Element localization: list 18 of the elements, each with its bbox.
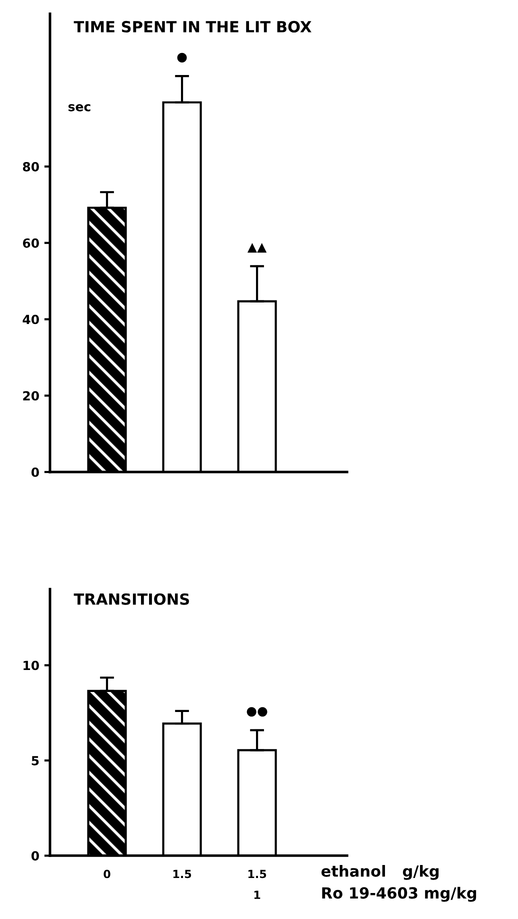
chart-title: TRANSITIONS: [74, 593, 189, 605]
annotation: ●: [177, 52, 187, 62]
y-tick-label: 20: [23, 391, 39, 401]
x-tick-label: 0: [104, 870, 110, 878]
y-tick-label: 60: [22, 238, 39, 248]
annotation: ●●: [246, 707, 268, 717]
x-tick-label: 1.5: [173, 870, 192, 878]
y-tick-label: 80: [22, 162, 39, 172]
y-tick-label: 40: [22, 314, 39, 324]
y-axis-title: sec: [68, 104, 90, 112]
annotation: ▲▲: [247, 243, 267, 253]
y-tick-label: 0: [31, 467, 39, 477]
y-tick-label: 0: [31, 851, 39, 861]
y-tick-label: 10: [24, 660, 39, 670]
x-tick-label: 1.5 1: [248, 870, 266, 899]
x-axis-title: ethanol g/kg Ro 19-4603 mg/kg: [321, 865, 476, 902]
chart-title: TIME SPENT IN THE LIT BOX: [74, 20, 312, 32]
y-tick-label: 5: [32, 756, 39, 766]
